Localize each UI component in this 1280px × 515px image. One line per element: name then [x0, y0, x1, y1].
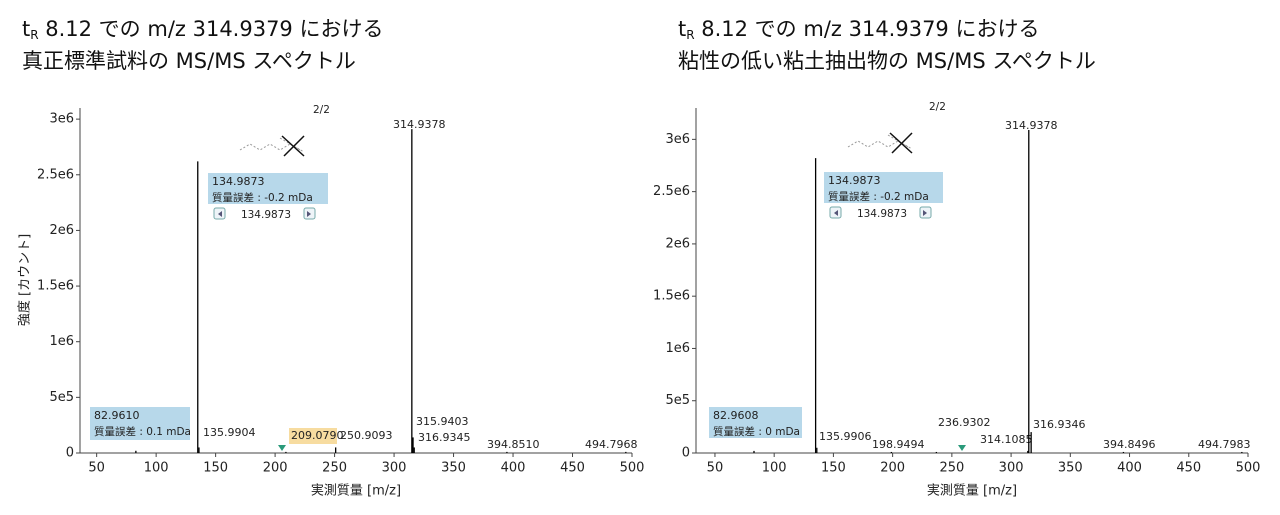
- x-tick-label: 400: [1117, 461, 1142, 476]
- callout-mz: 134.9873: [828, 174, 881, 187]
- title-prefix: t: [22, 17, 30, 41]
- nav-prev-arrow: [218, 211, 222, 217]
- x-tick-label: 100: [762, 461, 787, 476]
- peak-label: 314.9378: [1005, 119, 1058, 132]
- y-tick-label: 3e6: [49, 112, 74, 127]
- nav-label: 134.9873: [857, 208, 907, 220]
- peak-label: 494.7968: [585, 438, 638, 451]
- y-tick-label: 2e6: [49, 223, 74, 238]
- y-tick-label: 2e6: [665, 236, 690, 251]
- peak-label: 394.8496: [1103, 438, 1156, 451]
- y-tick-label: 2.5e6: [37, 167, 74, 182]
- x-tick-label: 200: [263, 461, 288, 476]
- y-tick-label: 1e6: [665, 341, 690, 356]
- x-tick-label: 150: [203, 461, 228, 476]
- y-tick-label: 1.5e6: [37, 279, 74, 294]
- peak-label: 315.9403: [416, 415, 469, 428]
- callout-note: 質量誤差 : -0.2 mDa: [212, 191, 313, 204]
- x-axis-title: 実測質量 [m/z]: [927, 483, 1017, 499]
- x-tick-label: 100: [144, 461, 169, 476]
- x-tick-label: 450: [1176, 461, 1201, 476]
- page-indicator: 2/2: [929, 101, 946, 113]
- callout-box: [90, 407, 190, 440]
- title-rest: 8.12 での m/z 314.9379 における: [39, 17, 384, 41]
- y-tick-label: 2.5e6: [653, 184, 690, 199]
- chart-title: tR 8.12 での m/z 314.9379 における: [22, 17, 383, 42]
- y-axis-title: 強度 [カウント]: [17, 234, 33, 326]
- peak-label: 314.1085: [980, 433, 1033, 446]
- callout-note: 質量誤差 : 0.1 mDa: [94, 425, 191, 438]
- marker: [958, 445, 966, 451]
- y-tick-label: 5e5: [665, 393, 690, 408]
- x-tick-label: 50: [707, 461, 724, 476]
- y-tick-label: 0: [682, 446, 690, 461]
- label-highlight: [289, 428, 337, 444]
- callout-box: [824, 172, 943, 203]
- structure-core: [889, 132, 913, 154]
- x-tick-label: 250: [322, 461, 347, 476]
- nav-next-arrow: [307, 211, 311, 217]
- title-subscript: R: [30, 28, 38, 42]
- title-rest: 8.12 での m/z 314.9379 における: [695, 17, 1040, 41]
- peak-label: 316.9345: [418, 431, 471, 444]
- x-tick-label: 350: [1058, 461, 1083, 476]
- x-tick-label: 200: [880, 461, 905, 476]
- y-tick-label: 0: [66, 446, 74, 461]
- peak-label: 314.9378: [393, 118, 446, 131]
- callout-mz: 134.9873: [212, 175, 265, 188]
- peak-label: 316.9346: [1033, 418, 1086, 431]
- x-tick-label: 450: [560, 461, 585, 476]
- x-tick-label: 50: [88, 461, 105, 476]
- title-subscript: R: [686, 28, 694, 42]
- x-tick-label: 250: [939, 461, 964, 476]
- x-tick-label: 150: [821, 461, 846, 476]
- x-tick-label: 500: [1236, 461, 1261, 476]
- chart-title: tR 8.12 での m/z 314.9379 における: [678, 17, 1039, 42]
- peak-label: 135.9906: [819, 430, 872, 443]
- title-prefix: t: [678, 17, 686, 41]
- structure-core: [281, 135, 305, 157]
- nav-label: 134.9873: [241, 209, 291, 221]
- callout-box: [709, 407, 802, 438]
- page-indicator: 2/2: [313, 104, 330, 116]
- callout-mz: 82.9610: [94, 409, 140, 422]
- callout-note: 質量誤差 : 0 mDa: [713, 425, 800, 438]
- peak-label: 494.7983: [1198, 438, 1251, 451]
- peak-label: 236.9302: [938, 416, 991, 429]
- y-tick-label: 1.5e6: [653, 289, 690, 304]
- chart-subtitle: 真正標準試料の MS/MS スペクトル: [22, 49, 356, 73]
- nav-prev-arrow: [834, 210, 838, 216]
- peak-label: 209.0790: [291, 429, 344, 442]
- peak-label: 394.8510: [487, 438, 540, 451]
- chart-subtitle: 粘性の低い粘土抽出物の MS/MS スペクトル: [678, 49, 1096, 73]
- callout-box: [208, 173, 328, 204]
- x-axis-title: 実測質量 [m/z]: [311, 483, 401, 499]
- y-tick-label: 1e6: [49, 334, 74, 349]
- callout-note: 質量誤差 : -0.2 mDa: [828, 190, 929, 203]
- callout-mz: 82.9608: [713, 409, 759, 422]
- nav-next-arrow: [923, 210, 927, 216]
- x-tick-label: 300: [999, 461, 1024, 476]
- peak-label: 198.9494: [872, 438, 925, 451]
- y-tick-label: 5e5: [49, 390, 74, 405]
- peak-label: 135.9904: [203, 426, 256, 439]
- x-tick-label: 500: [620, 461, 645, 476]
- y-tick-label: 3e6: [665, 132, 690, 147]
- x-tick-label: 300: [382, 461, 407, 476]
- x-tick-label: 350: [441, 461, 466, 476]
- marker: [278, 445, 286, 451]
- x-tick-label: 400: [501, 461, 526, 476]
- peak-label: 250.9093: [340, 429, 393, 442]
